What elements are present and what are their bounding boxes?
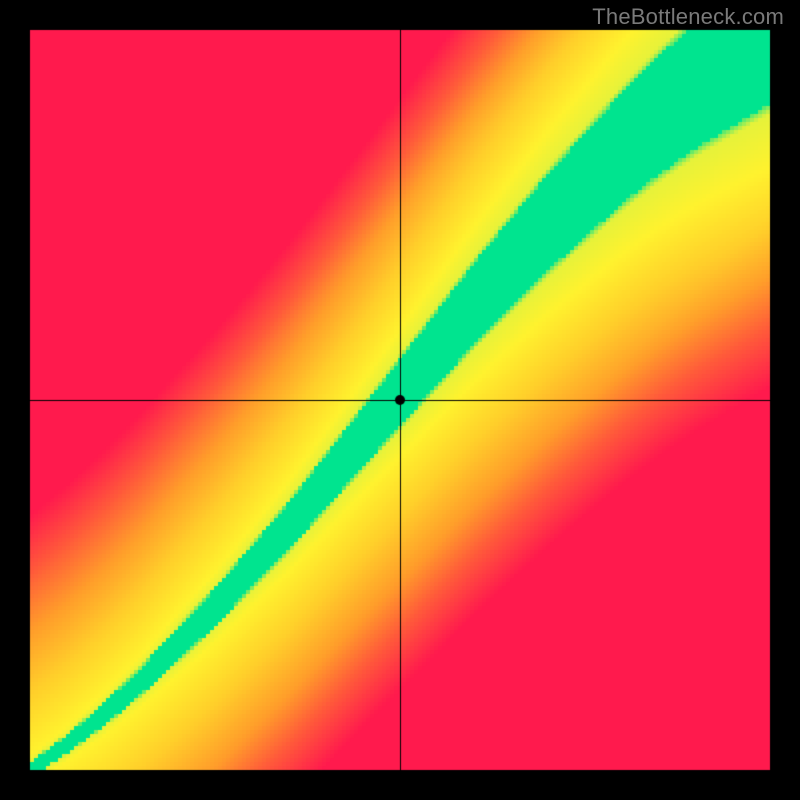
watermark-text: TheBottleneck.com [592, 4, 784, 30]
bottleneck-heatmap [0, 0, 800, 800]
chart-container: TheBottleneck.com [0, 0, 800, 800]
